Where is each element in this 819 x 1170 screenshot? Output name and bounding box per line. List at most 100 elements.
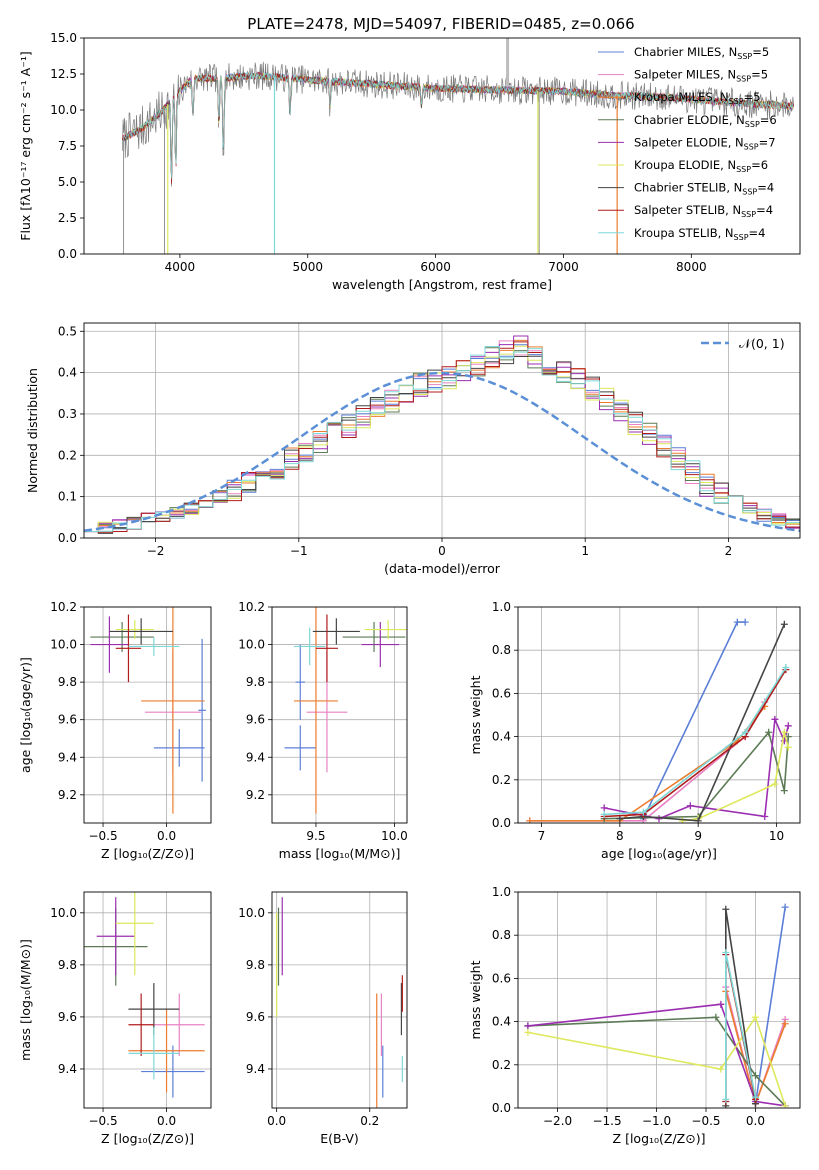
residuals-axes: −2 −1 0 1 2 0.0 0.1 0.2 0.3 0.4 0.5 (data-model)/er…: [25, 322, 801, 576]
weight-series-line: [527, 1003, 786, 1107]
age_vs_mass-ytick-label: 10.0: [238, 638, 265, 652]
age_vs_mass-xtick-label: 10.0: [381, 829, 408, 843]
spectrum-ylabel: Flux [fλ10⁻¹⁷ erg cm⁻² s⁻¹ A⁻¹]: [18, 51, 33, 240]
mass_vs_Z-ytick-label: 9.8: [58, 958, 77, 972]
spectrum-xtick-label: 6000: [420, 260, 451, 274]
weight_vs_Z-xtick-label: −1.0: [642, 1114, 671, 1128]
legend-entry-label: Chabrier STELIB, N: [634, 181, 742, 195]
spectrum-axes: 4000 5000 6000 7000 8000 0.0 2.5 5.0 7.5 10.0 12.5…: [18, 31, 801, 292]
weight-point: [751, 1072, 759, 1080]
weight_vs_age-xtick-label: 8: [616, 829, 624, 843]
weight-point: [741, 618, 749, 626]
spectrum-xtick-label: 4000: [165, 260, 196, 274]
legend-entry: Salpeter ELODIE, NSSP=7: [634, 135, 776, 151]
age_vs_Z-ytick-label: 9.6: [58, 713, 77, 727]
spectrum-frame: [83, 37, 801, 255]
weight-point: [781, 1020, 789, 1028]
legend-entry: Chabrier STELIB, NSSP=4: [634, 181, 774, 197]
weight_vs_age-xlabel: age [log₁₀(age/yr)]: [601, 846, 717, 861]
legend-entry-suffix: =5: [744, 90, 761, 104]
spectrum-xlabel: wavelength [Angstrom, rest frame]: [332, 277, 552, 292]
legend-entry: Kroupa MILES, NSSP=5: [634, 90, 760, 106]
legend-entry-sub: SSP: [741, 210, 756, 219]
figure-title: PLATE=2478, MJD=54097, FIBERID=0485, z=0…: [247, 15, 634, 33]
age_vs_Z-frame-group: −0.5 0.0 9.2 9.4 9.6 9.8 10.0 10.2 Z [log₁₀(Z/Z⊙…: [18, 600, 212, 861]
mass_vs_ebv-ytick-label: 10.0: [238, 906, 265, 920]
spectrum-ytick-label: 7.5: [58, 139, 77, 153]
weight-point: [751, 1093, 759, 1101]
weight_vs_Z-plot-area: [524, 903, 789, 1108]
legend-entry: Chabrier MILES, NSSP=5: [634, 45, 769, 61]
age_vs_mass-ytick-label: 10.2: [238, 600, 265, 614]
weight-point: [733, 618, 741, 626]
weight-point: [679, 817, 686, 823]
mass_vs_Z-frame: [83, 891, 212, 1109]
weight_vs_Z-ylabel: mass weight: [468, 960, 483, 1039]
weight-point: [722, 905, 730, 913]
weight-point: [694, 817, 702, 823]
spectrum-data-line: [122, 61, 794, 187]
age_vs_mass-axes: 9.5 10.0 9.2 9.4 9.6 9.8 10.0 10.2 mass [log₁₀(M…: [238, 600, 408, 861]
weight-point: [524, 1028, 532, 1036]
weight-point: [686, 802, 694, 810]
residual-histogram: [84, 341, 800, 533]
weight-point: [717, 1065, 725, 1073]
weight_vs_Z-xtick-label: −1.5: [592, 1114, 621, 1128]
mass_vs_ebv-frame: [271, 891, 408, 1109]
age_vs_Z-xlabel: Z [log₁₀(Z/Z⊙)]: [101, 846, 194, 861]
legend-entry-suffix: =4: [756, 203, 773, 217]
weight-point: [639, 808, 647, 816]
age_vs_Z-ytick-label: 9.4: [58, 750, 77, 764]
residuals-xtick-label: −1: [290, 544, 308, 558]
weight-point: [781, 1102, 789, 1108]
weight_vs_Z-ytick-label: 0.0: [492, 1101, 511, 1115]
mass_vs_ebv-grid: [272, 892, 407, 1108]
age_vs_mass-frame: [271, 606, 408, 824]
mass_vs_Z-frame-group: −0.5 0.0 9.4 9.6 9.8 10.0 Z [log₁₀(Z/Z⊙)] mass …: [18, 891, 212, 1146]
mass_vs_ebv-ytick-label: 9.6: [246, 1010, 265, 1024]
weight-point: [771, 715, 779, 723]
legend-entry-sub: SSP: [737, 52, 752, 61]
spectrum-xtick-label: 7000: [548, 260, 579, 274]
age_vs_mass-ytick-label: 9.2: [246, 788, 265, 802]
weight-point: [600, 804, 608, 812]
mass_vs_ebv-xlabel: E(B-V): [320, 1131, 359, 1146]
age_vs_Z-xtick-label: 0.0: [157, 829, 176, 843]
age_vs_mass-ytick-label: 9.8: [246, 675, 265, 689]
weight-series-line: [754, 906, 786, 1104]
weight_vs_age-xtick-label: 7: [538, 829, 546, 843]
residuals-ytick-label: 0.5: [58, 324, 77, 338]
age_vs_Z-plot-area: [90, 607, 206, 814]
weight_vs_age-xtick-label: 9: [694, 829, 702, 843]
weight-point: [751, 1013, 759, 1021]
weight-point: [717, 1000, 725, 1008]
weight-point: [526, 817, 534, 823]
weight_vs_age-xtick-label: 10: [769, 829, 784, 843]
weight-point: [761, 813, 769, 821]
weight_vs_age-ylabel: mass weight: [468, 675, 483, 754]
residuals-ytick-label: 0.3: [58, 407, 77, 421]
mass_vs_Z-xtick-label: −0.5: [88, 1114, 117, 1128]
weight_vs_Z-frame-group: −2.0 −1.5 −1.0 −0.5 0.0 0.0 0.2 0.4 0.6 0.8 1.0 Z […: [468, 885, 801, 1146]
residuals-ytick-label: 0.0: [58, 531, 77, 545]
weight_vs_Z-xtick-label: −0.5: [691, 1114, 720, 1128]
legend-entry: Chabrier ELODIE, NSSP=6: [634, 113, 777, 129]
residuals-frame: [83, 322, 801, 539]
mass_vs_ebv-plot-area: [276, 897, 403, 1108]
weight_vs_Z-ytick-label: 0.8: [492, 928, 511, 942]
legend-entry-sub: SSP: [736, 75, 751, 84]
mass_vs_ebv-frame-group: 0.0 0.2 9.4 9.6 9.8 10.0 E(B-V): [238, 891, 408, 1146]
weight-series-line: [527, 1015, 786, 1107]
residuals-plot-area: [84, 335, 800, 534]
legend-entry-suffix: =4: [749, 226, 766, 240]
spectrum-ytick-label: 0.0: [58, 247, 77, 261]
legend-entry: Kroupa ELODIE, NSSP=6: [634, 158, 768, 174]
gaussian-curve: [84, 371, 800, 533]
legend-entry-sub: SSP: [734, 233, 749, 242]
legend-entry-sub: SSP: [742, 188, 757, 197]
age_vs_Z-axes: −0.5 0.0 9.2 9.4 9.6 9.8 10.0 10.2 Z [log₁₀(Z/Z⊙…: [18, 600, 212, 861]
age_vs_Z-grid: [84, 606, 211, 823]
age_vs_Z-xtick-label: −0.5: [88, 829, 117, 843]
legend-entry-label: Kroupa ELODIE, N: [634, 158, 736, 172]
age_vs_Z-ytick-label: 10.2: [50, 600, 77, 614]
